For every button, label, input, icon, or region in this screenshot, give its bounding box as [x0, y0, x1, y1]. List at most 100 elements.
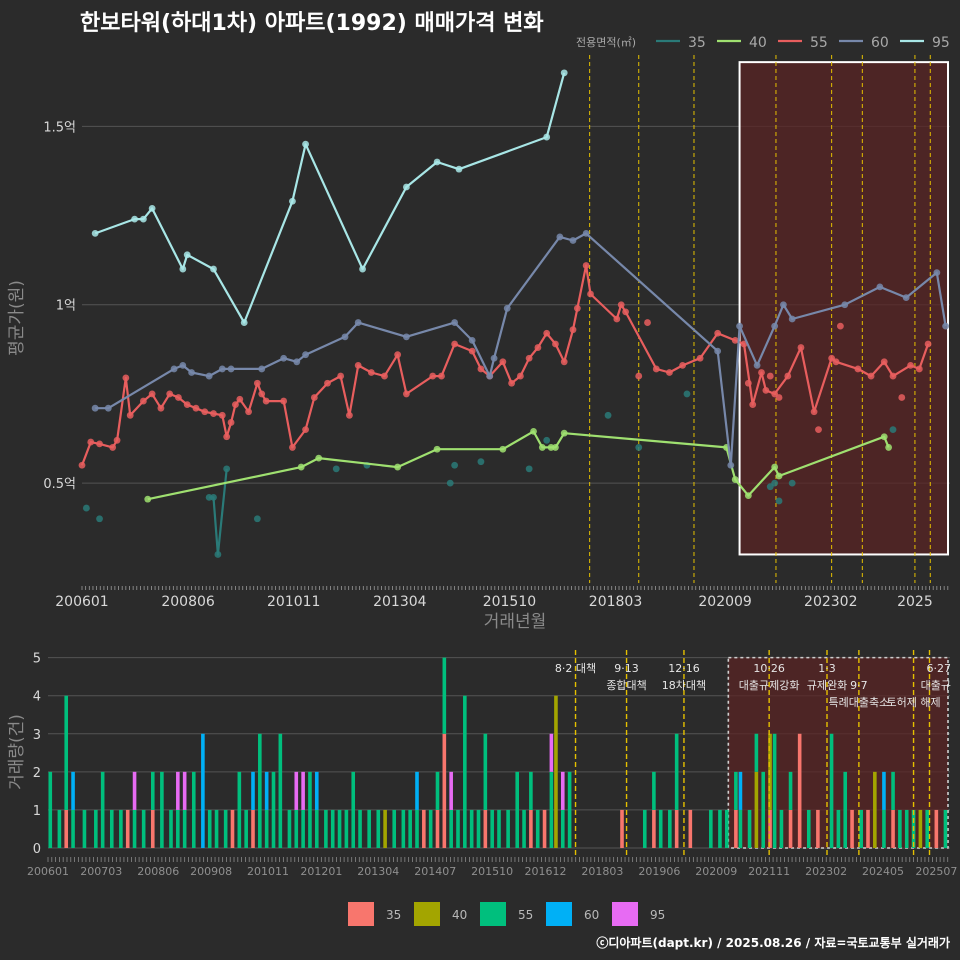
price-point-60 [582, 229, 590, 237]
volume-bar-35 [891, 809, 895, 848]
volume-bar-55 [709, 809, 713, 848]
price-point-55 [157, 404, 165, 412]
price-policy-lines [589, 55, 931, 583]
volume-bars [48, 657, 948, 848]
price-point-95 [91, 229, 99, 237]
price-point-60 [179, 361, 187, 369]
price-point-60 [451, 319, 459, 326]
price-point-60 [780, 301, 787, 309]
price-point-40 [775, 472, 783, 480]
price-point-95 [179, 265, 187, 273]
price-point-60 [91, 404, 99, 412]
volume-bar-55 [191, 771, 196, 848]
price-point-35 [223, 465, 231, 473]
volume-y-tick: 1 [33, 804, 41, 819]
volume-bar-60 [201, 733, 205, 848]
volume-bar-55 [747, 809, 752, 848]
volume-bar-55 [294, 809, 299, 848]
price-point-60 [490, 354, 498, 362]
price-line-95 [94, 72, 566, 324]
price-point-40 [394, 463, 402, 471]
price-point-55 [367, 369, 375, 376]
volume-bar-55 [738, 809, 743, 848]
volume-bar-55 [522, 809, 526, 848]
volume-y-tick: 0 [33, 842, 41, 857]
price-point-55 [139, 397, 147, 405]
volume-bar-55 [301, 809, 305, 848]
price-point-55 [429, 372, 437, 380]
price-legend-label: 60 [871, 35, 889, 51]
volume-bar-55 [658, 809, 663, 848]
volume-bar-95 [549, 733, 554, 772]
volume-legend-label: 60 [584, 908, 599, 922]
price-point-55 [78, 461, 86, 469]
price-point-60 [736, 322, 743, 330]
volume-bar-35 [734, 809, 738, 848]
price-point-55 [289, 444, 296, 451]
price-point-55 [775, 394, 783, 401]
price-point-60 [902, 294, 910, 301]
volume-x-tick: 201011 [247, 865, 289, 878]
price-point-55 [924, 340, 932, 348]
volume-bar-55 [456, 809, 460, 848]
volume-bar-35 [674, 809, 679, 848]
volume-policy-lines [574, 650, 931, 856]
price-x-tick-labels: 200601 200806 201011 201304 201510 201803 2020… [55, 594, 932, 610]
volume-bar-55 [271, 771, 276, 848]
price-x-tick: 201304 [373, 594, 427, 610]
volume-bar-55 [308, 771, 312, 848]
price-point-55 [245, 408, 252, 416]
volume-bar-55 [469, 809, 474, 848]
price-point-60 [280, 354, 288, 362]
price-point-60 [556, 233, 564, 241]
price-point-60 [354, 319, 362, 326]
volume-bar-35 [866, 809, 870, 848]
volume-policy-label: 토허제 해제 [887, 695, 941, 709]
price-point-55 [201, 408, 209, 416]
price-point-55 [183, 401, 191, 409]
volume-bar-55 [71, 809, 75, 848]
price-legend-title: 전용면적(㎡) [576, 36, 636, 49]
volume-bar-35 [150, 809, 155, 848]
volume-bar-60 [882, 771, 886, 810]
price-point-95 [433, 158, 441, 166]
price-series-40 [144, 427, 893, 503]
volume-bar-55 [449, 809, 453, 848]
price-point-60 [788, 315, 796, 323]
price-point-55 [867, 372, 875, 380]
price-point-60 [302, 351, 309, 359]
volume-bar-55 [278, 733, 283, 848]
price-x-tick: 200601 [55, 594, 108, 610]
price-point-55 [354, 361, 362, 369]
volume-policy-label: 1·3 [818, 662, 836, 675]
price-point-40 [433, 445, 441, 453]
volume-bar-55 [344, 809, 349, 848]
price-point-55 [232, 401, 239, 409]
volume-legend-swatch-95 [612, 902, 638, 926]
volume-bar-55 [330, 809, 335, 848]
price-point-55 [218, 411, 226, 419]
price-point-35 [82, 504, 90, 512]
price-point-55 [403, 390, 410, 398]
price-point-55 [635, 372, 643, 380]
price-point-55 [477, 365, 485, 373]
price-point-55 [744, 379, 752, 387]
volume-legend-label: 35 [386, 908, 401, 922]
price-point-55 [87, 438, 95, 446]
volume-bar-60 [738, 771, 743, 810]
volume-bar-40 [873, 771, 877, 848]
volume-bar-55 [244, 809, 248, 848]
volume-bar-55 [904, 809, 909, 848]
volume-bar-95 [176, 771, 180, 810]
volume-bar-35 [850, 809, 854, 848]
price-x-tick: 2025 [897, 594, 933, 610]
volume-bar-95 [294, 771, 299, 810]
volume-bar-55 [718, 809, 722, 848]
volume-bar-40 [768, 733, 772, 810]
volume-bar-35 [422, 809, 426, 848]
price-point-55 [499, 358, 507, 366]
volume-x-tick: 202302 [805, 865, 847, 878]
volume-bar-55 [435, 771, 440, 810]
volume-bar-55 [882, 809, 886, 848]
volume-bar-55 [150, 771, 155, 810]
